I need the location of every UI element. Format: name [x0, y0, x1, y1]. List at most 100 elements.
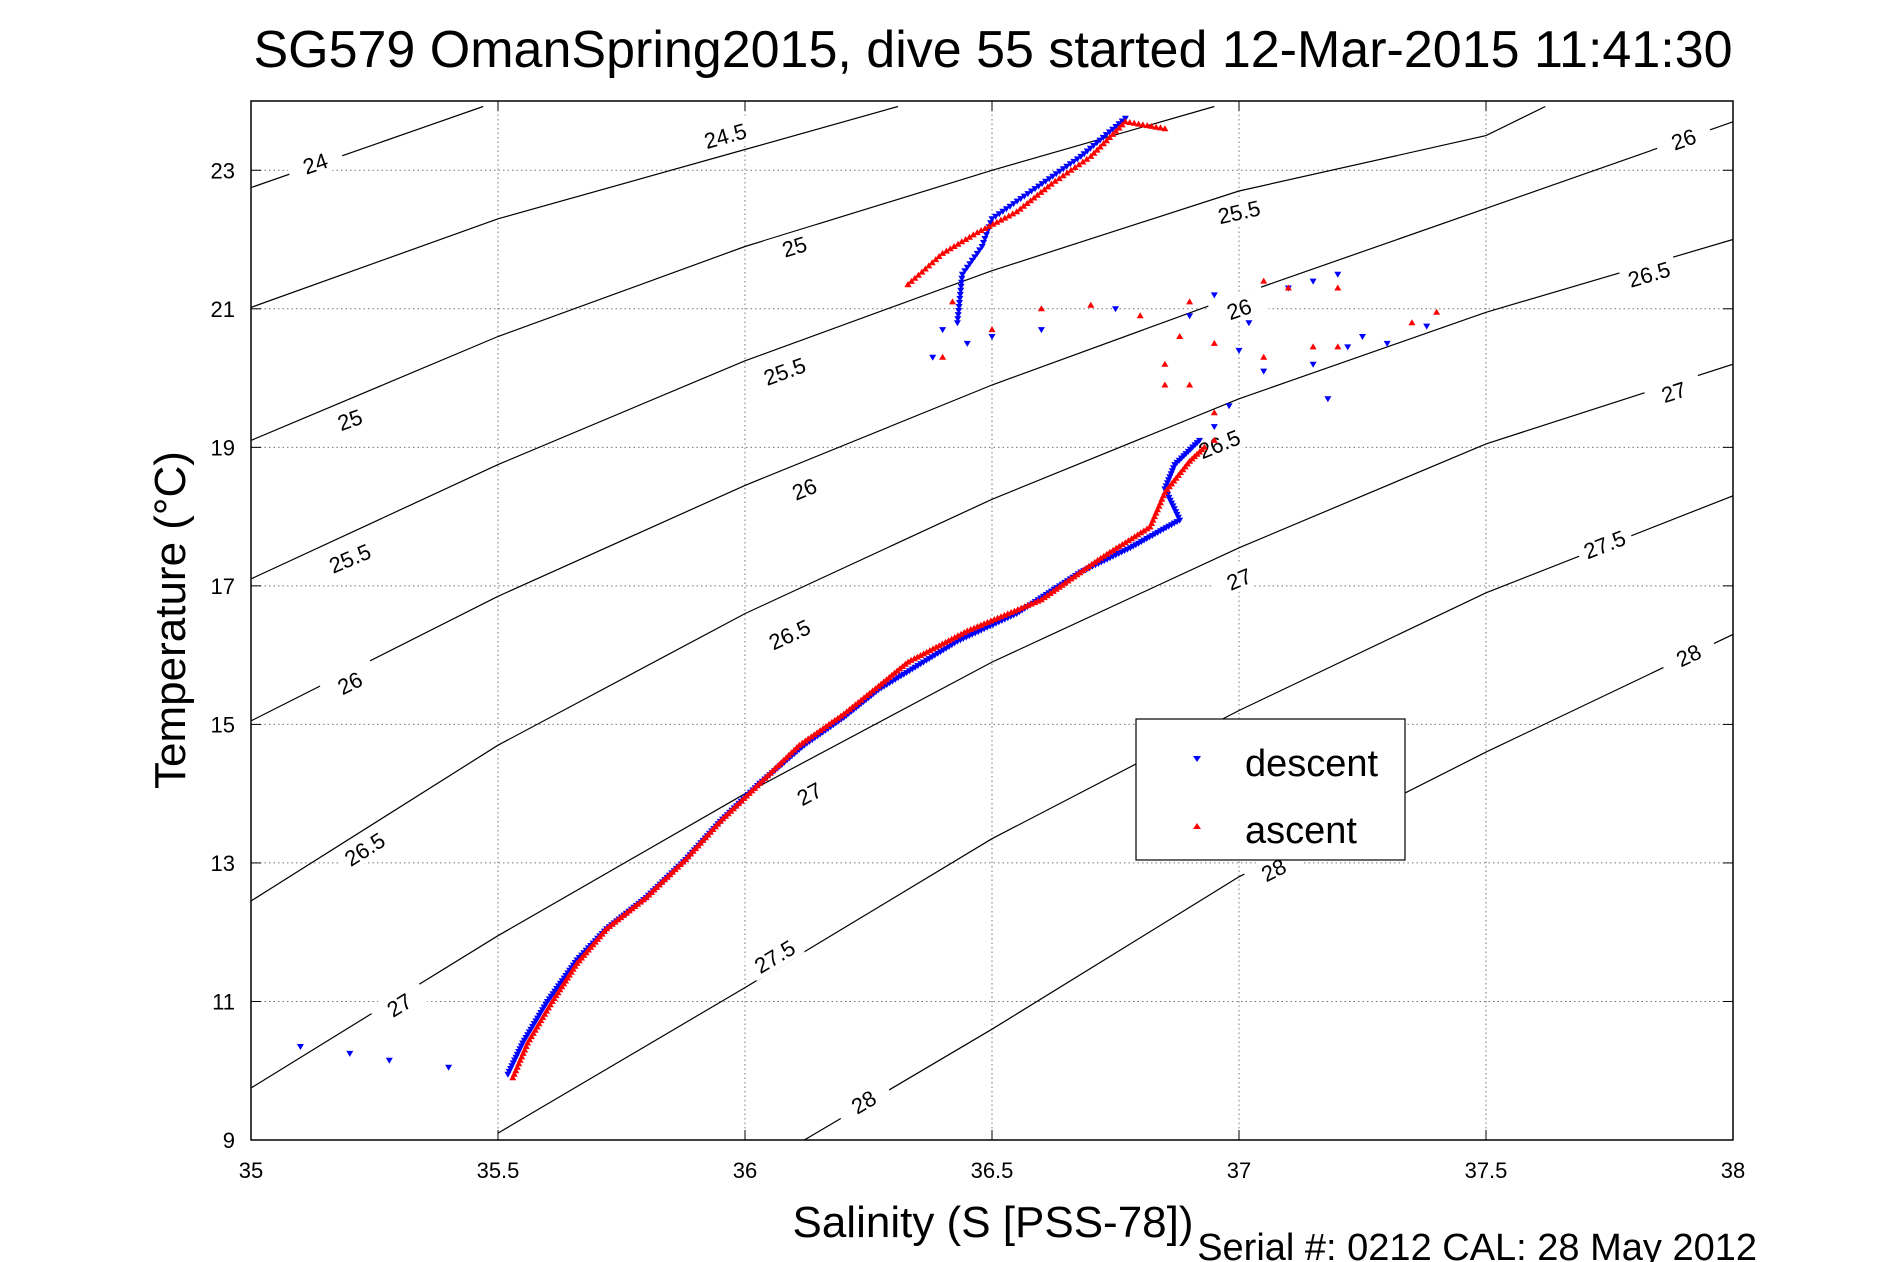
x-axis-ticks: 35 35.5 36 36.5 37 37.5 38 [239, 101, 1745, 1183]
descent-point [1073, 156, 1081, 163]
descent-point [385, 1057, 393, 1064]
ascent-point [529, 1029, 537, 1036]
contour-label-bg [1573, 521, 1636, 566]
ascent-point [977, 227, 985, 233]
descent-point [982, 232, 990, 239]
descent-point [978, 244, 986, 250]
ascent-point [527, 1033, 535, 1040]
legend-label-ascent: ascent [1245, 810, 1357, 852]
ascent-point [1137, 529, 1145, 536]
ascent-point [1075, 161, 1083, 168]
x-tick-label: 36.5 [971, 1158, 1014, 1183]
contour-label-bg [1208, 192, 1269, 230]
ascent-point [1146, 523, 1154, 530]
ascent-point [804, 735, 812, 742]
ascent-point [910, 655, 918, 662]
ascent-point [510, 1070, 518, 1077]
ascent-point [997, 216, 1005, 223]
descent-point [445, 1064, 453, 1071]
descent-point [1090, 143, 1098, 149]
ascent-point [948, 635, 956, 642]
ascent-point [1088, 560, 1096, 567]
ascent-point [921, 265, 929, 272]
ascent-point [813, 729, 821, 736]
ascent-point [513, 1063, 521, 1070]
density-contour-26.5 [251, 238, 1733, 902]
descent-point [1083, 148, 1091, 155]
ascent-point [938, 640, 946, 647]
ascent-point [1148, 520, 1156, 526]
ascent-point [1157, 499, 1164, 506]
descent-point [1059, 166, 1067, 173]
ascent-point [1037, 596, 1045, 603]
ascent-point [1149, 516, 1157, 523]
ascent-point [1043, 592, 1051, 599]
ascent-point [1037, 305, 1045, 312]
density-contour-27 [251, 363, 1733, 1089]
descent-point [999, 208, 1007, 215]
ascent-point [822, 723, 830, 729]
descent-point [963, 340, 971, 347]
contour-label: 27.5 [1580, 525, 1629, 564]
contour-label-bg [777, 768, 840, 818]
ascent-point [1130, 119, 1138, 126]
ascent-point [908, 277, 915, 284]
descent-point [1102, 132, 1110, 139]
ascent-point [1076, 569, 1084, 576]
contour-label: 26.5 [1625, 257, 1673, 293]
ascent-point [546, 1001, 554, 1008]
ascent-point [939, 249, 947, 256]
ascent-point [828, 718, 836, 725]
descent-point [1210, 424, 1218, 431]
descent-point [1099, 134, 1107, 141]
descent-point [957, 287, 965, 294]
ascent-point [935, 642, 943, 649]
ascent-point [1109, 546, 1117, 553]
ascent-point [945, 637, 953, 644]
descent-point [966, 261, 974, 268]
contour-label-bg [763, 224, 825, 267]
ascent-point [942, 638, 949, 645]
ascent-point [926, 647, 934, 654]
ascent-point [1079, 158, 1087, 165]
descent-point [1017, 196, 1025, 203]
contour-label: 25.5 [325, 539, 374, 579]
ascent-point [1186, 298, 1194, 305]
descent-point [1035, 183, 1043, 190]
ascent-point [1161, 125, 1169, 132]
descent-point [1077, 153, 1085, 160]
contour-label-bg [1207, 555, 1270, 601]
descent-point [956, 300, 963, 306]
contour-label-bg [753, 348, 815, 392]
contour-label-bg [773, 465, 835, 511]
ascent-point [942, 247, 950, 254]
density-contour-25 [251, 105, 1215, 441]
ascent-point [1009, 210, 1017, 217]
ascent-point [1134, 531, 1142, 538]
ascent-point [946, 245, 954, 252]
ascent-point [1121, 539, 1129, 546]
ascent-point [911, 274, 919, 281]
ascent-point [1063, 169, 1071, 176]
ascent-point [519, 1049, 527, 1056]
descent-point [1063, 163, 1071, 170]
descent-point [958, 279, 965, 286]
descent-point [1334, 271, 1342, 278]
ascent-point [1143, 122, 1151, 129]
ascent-point [973, 229, 981, 236]
contour-label-bg [318, 657, 381, 707]
ascent-point [1001, 214, 1009, 221]
ascent-point [1044, 183, 1052, 190]
ascent-point [1106, 134, 1114, 140]
descent-point [1010, 201, 1018, 208]
ascent-point [1139, 121, 1147, 128]
descent-point [1344, 344, 1352, 351]
ascent-point [1027, 197, 1034, 204]
ascent-point [539, 1014, 547, 1020]
ascent-point [962, 236, 970, 242]
ascent-point [949, 298, 956, 305]
ascent-point [1085, 563, 1093, 569]
descent-point [1086, 145, 1094, 152]
x-tick-label: 36 [733, 1158, 757, 1183]
contour-label-bg [1652, 116, 1714, 160]
